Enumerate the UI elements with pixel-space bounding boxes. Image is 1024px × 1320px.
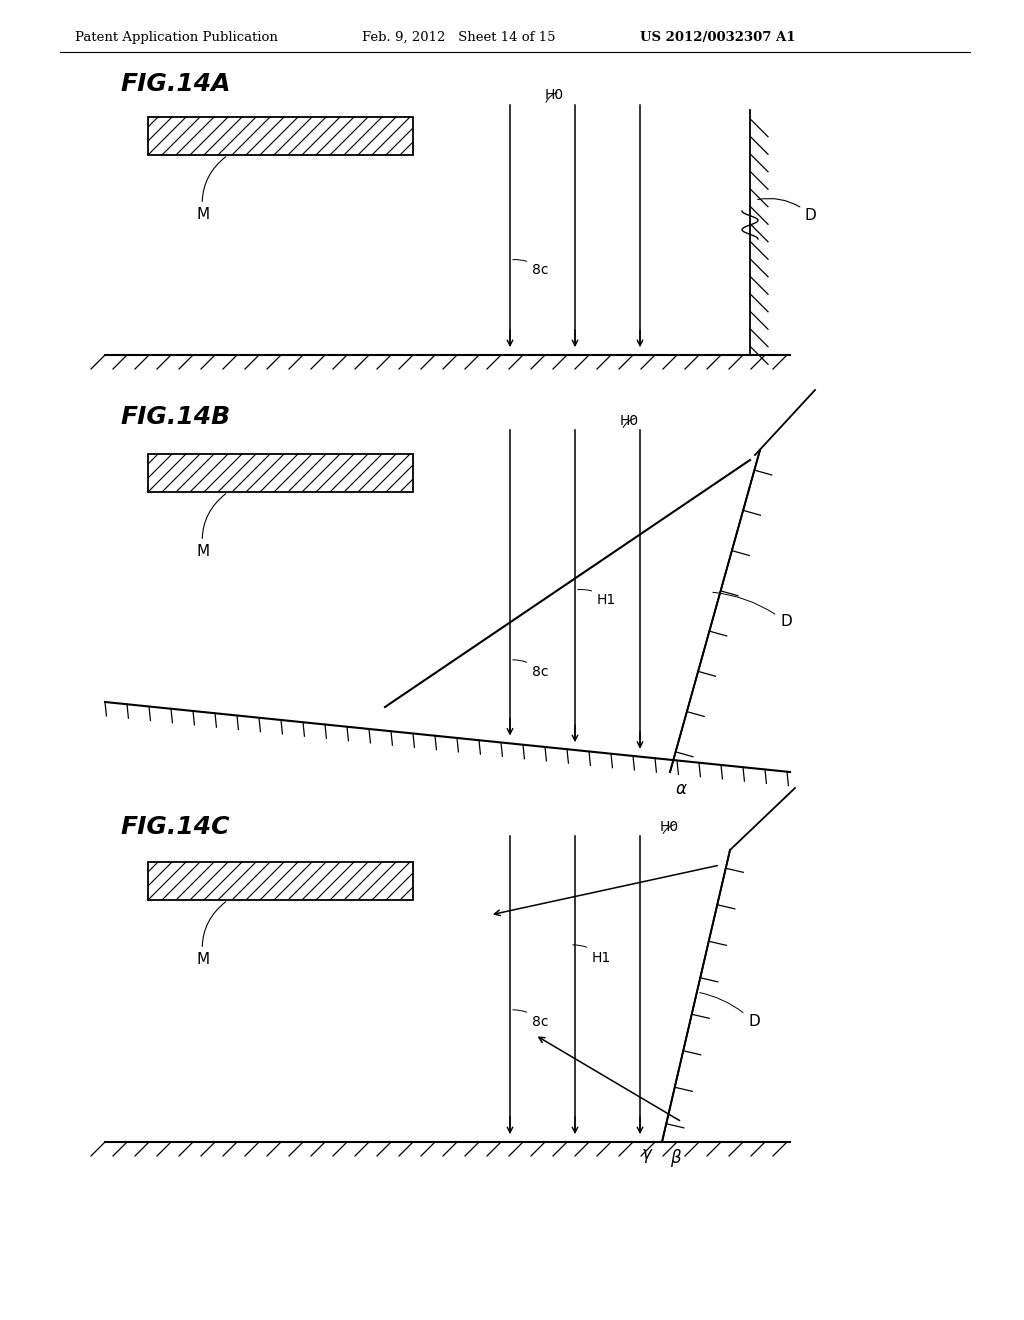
Text: H0: H0	[660, 820, 679, 834]
Text: H1: H1	[578, 590, 616, 607]
Text: M: M	[197, 902, 225, 968]
Text: FIG.14A: FIG.14A	[120, 73, 230, 96]
Text: D: D	[699, 993, 760, 1030]
Text: 8c: 8c	[513, 1010, 549, 1030]
Text: D: D	[758, 198, 817, 223]
Text: Patent Application Publication: Patent Application Publication	[75, 30, 278, 44]
Text: H0: H0	[620, 414, 639, 428]
Bar	[148, 117, 413, 154]
Text: 8c: 8c	[513, 660, 549, 678]
Bar	[148, 454, 413, 492]
Text: M: M	[197, 157, 225, 222]
Text: $\alpha$: $\alpha$	[675, 780, 688, 799]
Text: H0: H0	[545, 88, 564, 102]
Text: 8c: 8c	[513, 260, 549, 277]
Text: D: D	[713, 593, 792, 630]
Text: M: M	[197, 494, 225, 558]
Text: H1: H1	[572, 945, 611, 965]
Text: Feb. 9, 2012   Sheet 14 of 15: Feb. 9, 2012 Sheet 14 of 15	[362, 30, 555, 44]
Text: FIG.14C: FIG.14C	[120, 814, 229, 840]
Bar	[148, 862, 413, 900]
Text: FIG.14B: FIG.14B	[120, 405, 230, 429]
Text: $\beta$: $\beta$	[670, 1147, 682, 1170]
Text: US 2012/0032307 A1: US 2012/0032307 A1	[640, 30, 796, 44]
Text: $\gamma$: $\gamma$	[641, 1147, 654, 1166]
